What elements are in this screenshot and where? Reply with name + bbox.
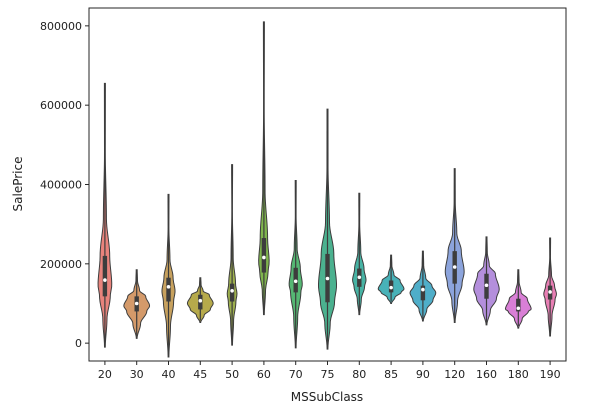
y-axis: 0 200000 400000 600000 800000 bbox=[40, 20, 89, 350]
y-tick-label: 0 bbox=[75, 337, 82, 350]
x-tick-label: 90 bbox=[416, 368, 430, 381]
x-axis-label: MSSubClass bbox=[291, 390, 363, 404]
x-tick-label: 70 bbox=[289, 368, 303, 381]
x-tick-label: 50 bbox=[225, 368, 239, 381]
violin-median-40 bbox=[166, 285, 171, 289]
violin-median-50 bbox=[230, 288, 234, 293]
violin-median-70 bbox=[293, 279, 298, 284]
violin-median-160 bbox=[484, 283, 489, 288]
violin-median-120 bbox=[452, 265, 457, 269]
violin-median-190 bbox=[548, 290, 552, 294]
violin-iqr-box-60 bbox=[261, 238, 267, 273]
x-tick-label: 120 bbox=[444, 368, 465, 381]
x-tick-label: 180 bbox=[508, 368, 529, 381]
violin-iqr-box-90 bbox=[420, 285, 426, 301]
x-axis: 20 30 40 45 50 60 70 75 80 85 90 120 160 180 190 bbox=[98, 361, 561, 381]
violin-median-180 bbox=[516, 306, 521, 311]
x-tick-label: 190 bbox=[540, 368, 561, 381]
violin-median-90 bbox=[421, 287, 425, 292]
y-axis-label: SalePrice bbox=[11, 157, 25, 212]
x-tick-label: 85 bbox=[384, 368, 398, 381]
violin-median-75 bbox=[325, 276, 330, 281]
violin-median-80 bbox=[357, 275, 362, 280]
violin-median-60 bbox=[262, 255, 266, 260]
y-tick-label: 600000 bbox=[40, 99, 82, 112]
violin-median-20 bbox=[103, 278, 107, 282]
y-tick-label: 200000 bbox=[40, 258, 82, 271]
violin-median-45 bbox=[198, 298, 203, 303]
violin-iqr-box-40 bbox=[166, 277, 171, 302]
x-tick-label: 30 bbox=[130, 368, 144, 381]
violin-layer bbox=[97, 21, 557, 358]
x-tick-label: 80 bbox=[352, 368, 366, 381]
y-tick-label: 400000 bbox=[40, 179, 82, 192]
x-tick-label: 20 bbox=[98, 368, 112, 381]
violin-median-30 bbox=[134, 301, 139, 306]
x-tick-label: 75 bbox=[321, 368, 335, 381]
violin-iqr-box-20 bbox=[102, 255, 108, 297]
x-tick-label: 45 bbox=[193, 368, 207, 381]
violin-median-85 bbox=[389, 285, 393, 290]
x-tick-label: 160 bbox=[476, 368, 497, 381]
x-tick-label: 40 bbox=[162, 368, 176, 381]
violin-iqr-box-180 bbox=[516, 298, 521, 312]
y-tick-label: 800000 bbox=[40, 20, 82, 33]
x-tick-label: 60 bbox=[257, 368, 271, 381]
